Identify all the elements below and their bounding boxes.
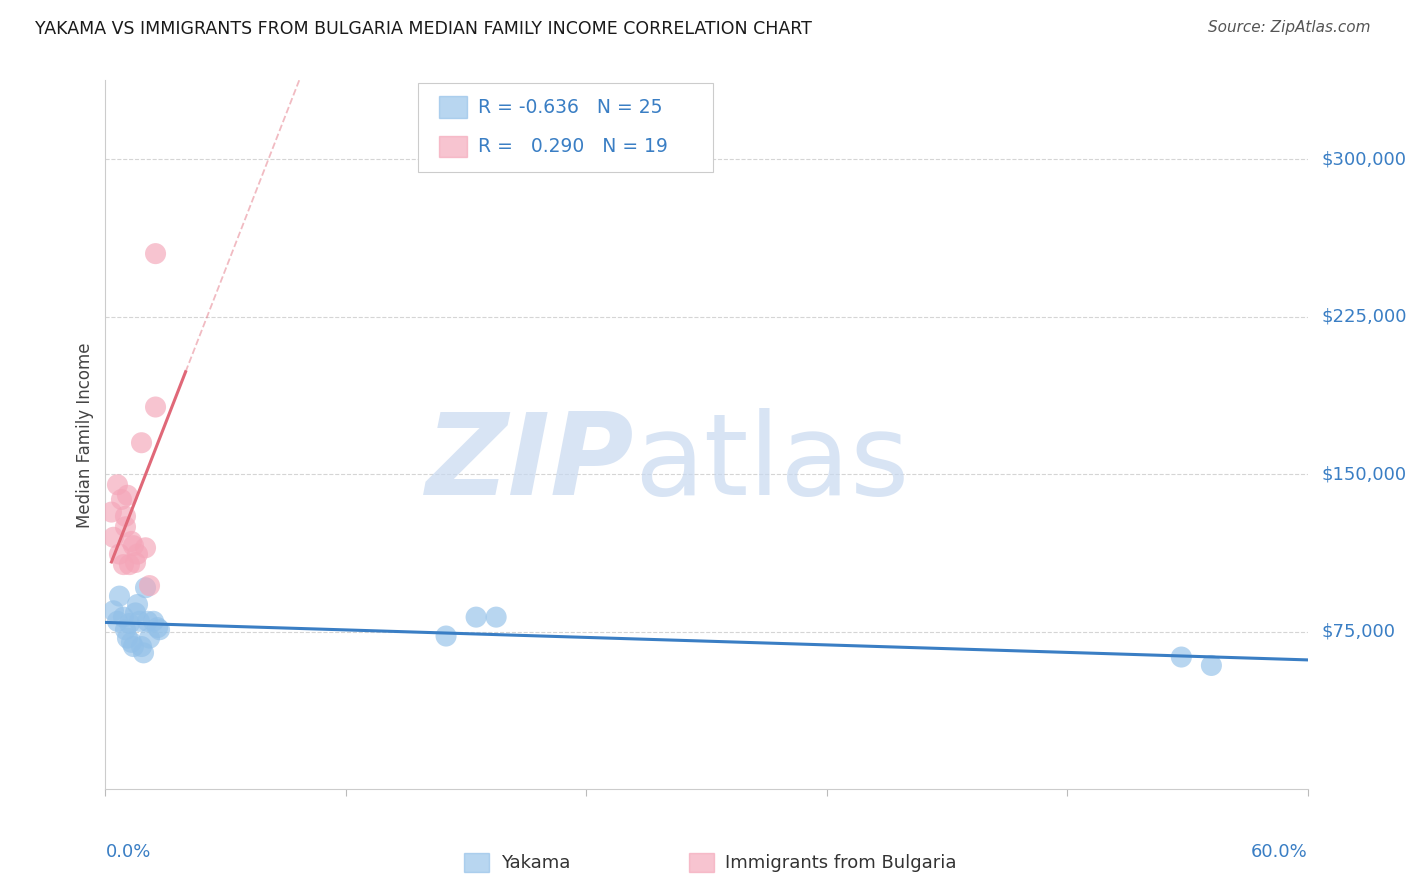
- Point: [108, 589, 131, 603]
- Text: Yakama: Yakama: [501, 854, 569, 871]
- Point: [103, 604, 125, 618]
- Point: [117, 488, 139, 502]
- Point: [128, 615, 150, 629]
- Point: [110, 492, 132, 507]
- Point: [135, 541, 157, 555]
- Point: [138, 631, 160, 645]
- Point: [118, 616, 141, 631]
- Point: [135, 581, 157, 595]
- Point: [132, 646, 155, 660]
- Point: [136, 615, 159, 629]
- Point: [122, 539, 145, 553]
- Point: [112, 558, 135, 572]
- Point: [114, 623, 136, 637]
- Point: [1170, 650, 1192, 665]
- Point: [114, 509, 136, 524]
- Point: [107, 477, 129, 491]
- Text: R =   0.290   N = 19: R = 0.290 N = 19: [478, 136, 668, 156]
- Point: [131, 435, 153, 450]
- Text: $150,000: $150,000: [1322, 466, 1406, 483]
- Text: 60.0%: 60.0%: [1251, 843, 1308, 861]
- Text: 0.0%: 0.0%: [105, 843, 150, 861]
- Text: ZIP: ZIP: [426, 408, 634, 519]
- Point: [103, 530, 125, 544]
- Text: YAKAMA VS IMMIGRANTS FROM BULGARIA MEDIAN FAMILY INCOME CORRELATION CHART: YAKAMA VS IMMIGRANTS FROM BULGARIA MEDIA…: [35, 20, 813, 37]
- Point: [142, 615, 165, 629]
- Point: [124, 606, 146, 620]
- Point: [121, 635, 143, 649]
- Point: [138, 579, 160, 593]
- Point: [485, 610, 508, 624]
- Point: [107, 615, 129, 629]
- Text: $225,000: $225,000: [1322, 308, 1406, 326]
- Point: [127, 547, 149, 561]
- Point: [148, 623, 170, 637]
- Text: $300,000: $300,000: [1322, 150, 1406, 168]
- Point: [465, 610, 488, 624]
- Point: [127, 598, 149, 612]
- Point: [434, 629, 457, 643]
- Point: [145, 246, 167, 260]
- Point: [118, 558, 141, 572]
- Point: [122, 640, 145, 654]
- Point: [124, 556, 146, 570]
- Point: [145, 400, 167, 414]
- Point: [146, 621, 169, 635]
- Point: [131, 640, 153, 654]
- Point: [108, 547, 131, 561]
- Point: [117, 631, 139, 645]
- Point: [1201, 658, 1223, 673]
- Point: [114, 520, 136, 534]
- Point: [112, 610, 135, 624]
- Y-axis label: Median Family Income: Median Family Income: [76, 343, 94, 527]
- Text: $75,000: $75,000: [1322, 623, 1396, 640]
- Text: Source: ZipAtlas.com: Source: ZipAtlas.com: [1208, 20, 1371, 35]
- Point: [100, 505, 122, 519]
- Text: atlas: atlas: [634, 408, 910, 519]
- Text: Immigrants from Bulgaria: Immigrants from Bulgaria: [725, 854, 957, 871]
- Text: R = -0.636   N = 25: R = -0.636 N = 25: [478, 97, 662, 117]
- Point: [121, 534, 143, 549]
